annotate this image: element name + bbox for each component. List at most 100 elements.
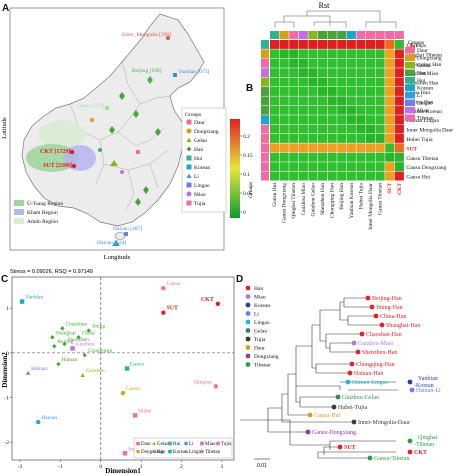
groups-bar-title: Groups (408, 40, 424, 46)
heatmap-cell (385, 77, 395, 87)
group-bar-cell (327, 31, 337, 39)
heatmap-cell (346, 143, 356, 153)
mds-point-label: Beijing (57, 339, 73, 345)
heatmap-cell (270, 152, 280, 162)
map-point-marker (147, 76, 153, 84)
heatmap-cell (356, 49, 366, 59)
heatmap-cell (327, 124, 337, 134)
region-legend-swatch (14, 218, 24, 224)
heatmap-cell (337, 40, 347, 49)
mds-legend-marker (200, 441, 204, 446)
heatmap-cell (279, 68, 289, 78)
heatmap-row-label: China Han (406, 90, 430, 96)
groups-legend-b-swatch (405, 92, 415, 99)
tree-tip-label: SUT (344, 445, 356, 451)
group-bar-cell (261, 96, 269, 106)
heatmap-cell (308, 105, 318, 115)
heatmap-cell (337, 49, 347, 59)
heatmap-cell (289, 162, 299, 172)
tree-tip-label: Chongqing-Han (356, 362, 395, 368)
tree-tip-marker (409, 387, 415, 393)
tree-tip-marker (351, 340, 357, 346)
heatmap-row-labels: CKT Qinghai Tibetan Chongqing Han Guizhou M… (406, 43, 453, 181)
mds-legend-marker (136, 441, 140, 446)
panel-b: B Rst Groups CKT Qinghai Tibetan Chongqing… (246, 1, 453, 230)
group-color-bar (261, 31, 404, 181)
map-point-marker (71, 163, 77, 169)
mds-point (52, 343, 57, 349)
heatmap-cell (279, 58, 289, 68)
region-legend-label: Ü-Tsang Region (27, 200, 63, 207)
heatmap-cell (346, 171, 356, 181)
tree-branch (339, 297, 382, 326)
tree-legend-marker (245, 311, 251, 316)
tree-legend-label: Gelao (254, 329, 267, 335)
heatmap-cell (385, 171, 395, 181)
map-point-label: Gansu [373] (77, 103, 105, 109)
tree-legend-marker (245, 353, 251, 359)
map-point-label: Hainan [487] (113, 226, 142, 232)
mds-point-label: Hainan (61, 357, 77, 363)
heatmap-cell (394, 96, 404, 106)
heatmap-cell (394, 40, 404, 49)
map-point-marker (133, 110, 139, 118)
heatmap-cell (385, 124, 395, 134)
heatmap-cell (385, 162, 395, 172)
groups-legend-b-label: Hui (417, 78, 426, 84)
heatmap-cell (337, 58, 347, 68)
tree-tip-label: Gansu-Dongxiang (312, 430, 356, 436)
tree-legend-marker (245, 362, 251, 367)
groups-legend-a-label: Han (194, 147, 203, 153)
heatmap-cell (279, 115, 289, 125)
group-bar-cell (261, 58, 269, 68)
map-point-label: Beijing [198] (132, 68, 162, 74)
tree-tip-marker (337, 444, 343, 450)
tree-tip-label: Chaoshan-Han (366, 332, 402, 338)
amdo-region (38, 120, 86, 148)
mds-point (25, 370, 31, 375)
map-point-marker (110, 160, 118, 166)
heatmap-cell (308, 40, 318, 49)
heatmap-cell (337, 162, 347, 172)
tree-tip-marker (349, 361, 355, 367)
tree-legend-marker (245, 319, 251, 325)
tree-tip-label: Jining-Han (376, 305, 403, 311)
heatmap-row-label: Gansu Tibetan (406, 156, 438, 162)
heatmap-cell (366, 105, 376, 115)
heatmap-cell (318, 134, 328, 143)
panel-d: D Han Miao Korean Li Lingao Gelao Tujia Daur Don… (236, 274, 441, 469)
heatmap-cell (289, 134, 299, 143)
heatmap-cell (337, 134, 347, 143)
heatmap-cell (356, 40, 366, 49)
heatmap-cell (298, 124, 308, 134)
heatmap-cell (318, 77, 328, 87)
mds-legend-label: Lingao (189, 450, 204, 455)
heatmap-cell (270, 105, 280, 115)
phylogenetic-tree: Beijing-Han Jining-Han China-Han Shanghai-H… (240, 295, 441, 462)
tree-tip-label: Beijing-Han (372, 296, 402, 302)
mds-point-label: Chaoshan (65, 321, 87, 327)
mds-axes: -2 -1 0 1 2 3 -2 -1 0 1 (4, 277, 234, 470)
groups-legend-b-swatch (405, 99, 415, 106)
heatmap-cell (289, 49, 299, 59)
tree-legend-label: Tujia (254, 337, 266, 343)
tree-tip-label: Guizhou-Miao (358, 341, 393, 347)
heatmap-cell (308, 134, 318, 143)
heatmap-cell (308, 87, 318, 96)
heatmap-row-label: Gansu Hui (406, 175, 430, 181)
map-point-label: CKT [1729] (40, 149, 70, 155)
tree-legend-marker (245, 302, 251, 308)
heatmap-cell (327, 58, 337, 68)
panel-c: C Stress = 0.09026, RSQ = 0.97149 -2 -1 0 1… (1, 269, 235, 475)
heatmap-cell (318, 124, 328, 134)
heatmap-cell (270, 162, 280, 172)
heatmap-cell (346, 58, 356, 68)
group-bar-cell (298, 31, 308, 39)
heatmap-cell (337, 96, 347, 106)
heatmap-cell (385, 58, 395, 68)
heatmap-cell (356, 134, 366, 143)
tree-tip-label: Hainan-Lingao (352, 380, 388, 386)
group-bar-cell (279, 31, 289, 39)
mds-point (60, 326, 65, 331)
map-point-label: Hainan [524] (97, 240, 126, 246)
